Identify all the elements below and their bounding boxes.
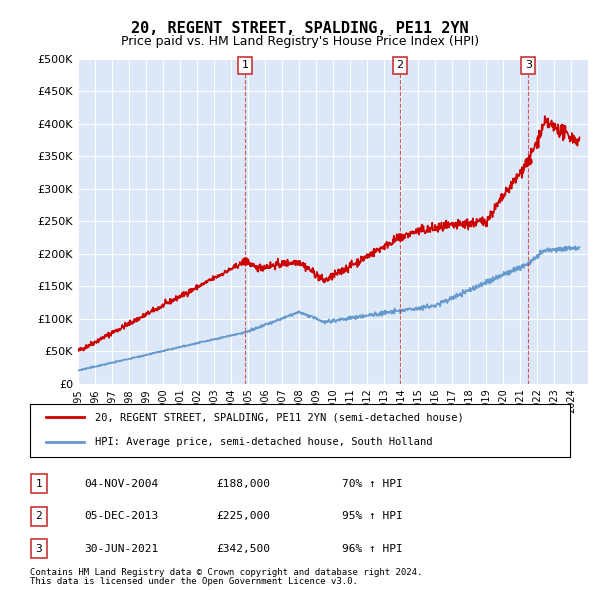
Text: 1: 1 xyxy=(35,479,43,489)
Text: 20, REGENT STREET, SPALDING, PE11 2YN: 20, REGENT STREET, SPALDING, PE11 2YN xyxy=(131,21,469,35)
Text: 3: 3 xyxy=(525,61,532,70)
Text: 20, REGENT STREET, SPALDING, PE11 2YN (semi-detached house): 20, REGENT STREET, SPALDING, PE11 2YN (s… xyxy=(95,412,464,422)
Text: 2: 2 xyxy=(396,61,403,70)
Text: 30-JUN-2021: 30-JUN-2021 xyxy=(84,544,158,553)
Text: 95% ↑ HPI: 95% ↑ HPI xyxy=(342,512,403,521)
Text: 2: 2 xyxy=(35,512,43,521)
Text: HPI: Average price, semi-detached house, South Holland: HPI: Average price, semi-detached house,… xyxy=(95,437,432,447)
Text: £188,000: £188,000 xyxy=(216,479,270,489)
Text: 04-NOV-2004: 04-NOV-2004 xyxy=(84,479,158,489)
Text: 96% ↑ HPI: 96% ↑ HPI xyxy=(342,544,403,553)
Text: 3: 3 xyxy=(35,544,43,553)
Text: 05-DEC-2013: 05-DEC-2013 xyxy=(84,512,158,521)
Text: Contains HM Land Registry data © Crown copyright and database right 2024.: Contains HM Land Registry data © Crown c… xyxy=(30,568,422,577)
Text: £225,000: £225,000 xyxy=(216,512,270,521)
Text: Price paid vs. HM Land Registry's House Price Index (HPI): Price paid vs. HM Land Registry's House … xyxy=(121,35,479,48)
Text: 1: 1 xyxy=(242,61,249,70)
Text: 70% ↑ HPI: 70% ↑ HPI xyxy=(342,479,403,489)
Text: This data is licensed under the Open Government Licence v3.0.: This data is licensed under the Open Gov… xyxy=(30,577,358,586)
Text: £342,500: £342,500 xyxy=(216,544,270,553)
